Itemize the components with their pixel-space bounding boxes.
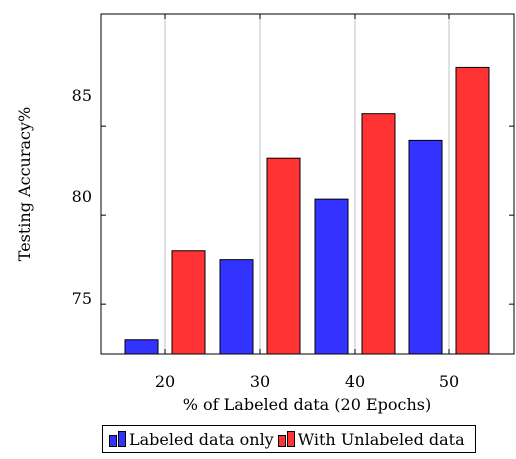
x-tick-label: 30: [250, 372, 270, 391]
plot-frame: [100, 13, 515, 355]
bar-with-unlabeled: [266, 157, 301, 355]
legend-label: With Unlabeled data: [297, 429, 465, 449]
y-tick-label: 75: [72, 289, 92, 308]
red-bar-swatch-icon: [277, 431, 296, 447]
legend-item-unlabeled: With Unlabeled data: [277, 429, 465, 449]
ticks: [101, 14, 514, 354]
grid-lines: [164, 14, 450, 354]
bar-with-unlabeled: [171, 250, 206, 355]
x-axis-label: % of Labeled data (20 Epochs): [183, 395, 432, 414]
x-tick-label: 20: [155, 372, 175, 391]
legend-label: Labeled data only: [129, 429, 274, 449]
bar-labeled-only: [124, 339, 159, 355]
bars: [124, 66, 490, 355]
x-tick-label: 40: [345, 372, 365, 391]
y-tick-label: 85: [72, 86, 92, 105]
bar-labeled-only: [408, 139, 443, 355]
bar-with-unlabeled: [455, 66, 490, 355]
bar-with-unlabeled: [361, 113, 396, 355]
blue-bar-swatch-icon: [109, 431, 127, 447]
bar-chart: 20 30 40 50 75 80 85 % of Labeled data (…: [15, 13, 515, 414]
legend-item-labeled: Labeled data only: [109, 430, 274, 449]
y-tick-label: 80: [72, 187, 92, 206]
legend: Labeled data only With Unlabeled data: [102, 425, 476, 453]
x-tick-label: 50: [439, 372, 459, 391]
y-axis-label: Testing Accuracy%: [15, 107, 34, 261]
bar-labeled-only: [219, 259, 254, 355]
bar-labeled-only: [314, 198, 349, 355]
